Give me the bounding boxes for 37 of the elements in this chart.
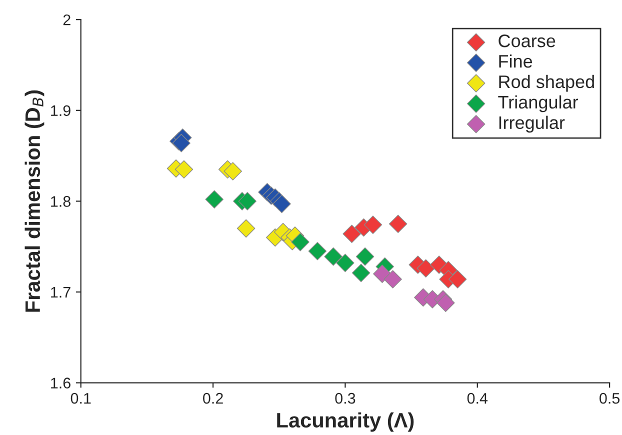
point xyxy=(291,232,310,252)
x-axis-title: Lacunarity (Λ) xyxy=(277,412,414,432)
point xyxy=(205,190,224,209)
point xyxy=(174,160,194,179)
point xyxy=(416,259,435,278)
y-tick-label: 1.8 xyxy=(51,196,70,207)
point xyxy=(356,247,374,266)
point xyxy=(448,270,467,288)
legend-label: Fine xyxy=(499,54,532,68)
x-tick-label: 0.1 xyxy=(70,392,91,404)
point xyxy=(388,214,408,234)
point xyxy=(364,216,382,234)
x-tick-label: 0.3 xyxy=(335,392,356,404)
point xyxy=(336,254,354,272)
point xyxy=(236,219,256,238)
point xyxy=(224,162,242,180)
y-tick-label: 1.9 xyxy=(51,105,70,116)
point xyxy=(373,264,392,283)
y-tick-label: 1.6 xyxy=(51,378,70,388)
point xyxy=(384,270,402,288)
legend-label: Irregular xyxy=(499,116,565,133)
x-tick-label: 0.4 xyxy=(467,392,488,404)
point xyxy=(238,192,257,210)
point xyxy=(324,247,342,266)
point xyxy=(342,224,361,244)
y-tick-label: 2 xyxy=(63,14,70,26)
y-tick-label: 1.7 xyxy=(51,287,70,298)
point xyxy=(352,264,370,282)
point xyxy=(272,194,291,214)
point xyxy=(308,242,327,260)
legend-label: Triangular xyxy=(498,95,578,112)
legend-label: Rod shaped xyxy=(499,74,594,92)
legend-label: Coarse xyxy=(498,34,556,48)
x-tick-label: 0.5 xyxy=(600,392,620,404)
y-axis-title: Fractal dimension (D$_{B}$) xyxy=(24,90,44,312)
x-tick-label: 0.2 xyxy=(203,392,223,404)
point xyxy=(436,294,455,312)
